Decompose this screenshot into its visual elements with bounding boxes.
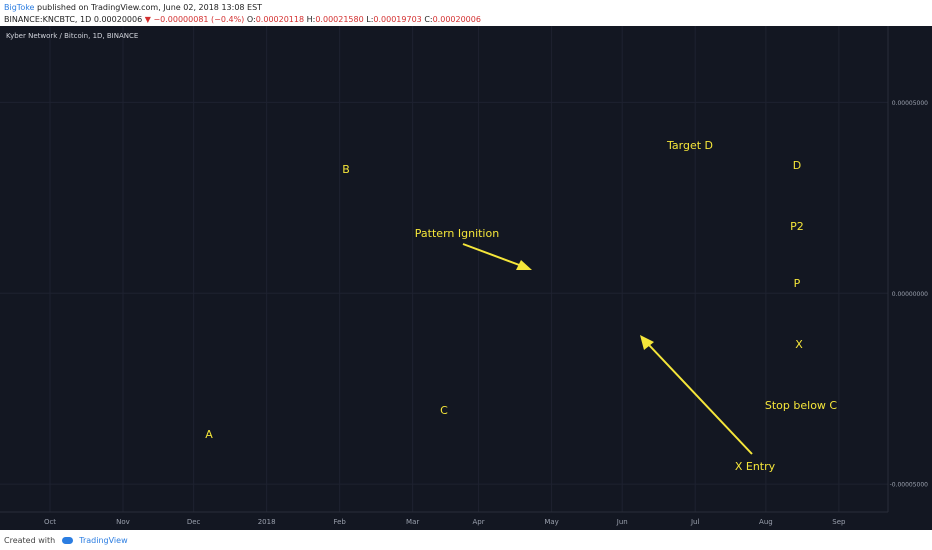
x-tick-label: Dec (187, 518, 201, 526)
price-chart[interactable]: Oct Nov Dec 2018 Feb Mar Apr May Jun Jul Aug Sep 0.0… (0, 26, 932, 530)
price-change: −0.00000081 (−0.4%) (153, 15, 245, 24)
x-tick-label: Aug (759, 518, 773, 526)
chart-background (0, 26, 932, 530)
x-tick-label: Apr (473, 518, 485, 526)
x-tick-label: Mar (406, 518, 419, 526)
x-tick-label: Nov (116, 518, 130, 526)
close-value: 0.00020006 (432, 15, 481, 24)
symbol-label: BINANCE:KNCBTC, 1D (4, 15, 92, 24)
tradingview-logo-icon (61, 537, 73, 544)
annotation-target: Target D (666, 139, 713, 152)
annotation-X: X (795, 338, 803, 351)
x-tick-label: Oct (44, 518, 56, 526)
chart-title: Kyber Network / Bitcoin, 1D, BINANCE (6, 32, 138, 40)
tradingview-link[interactable]: TradingView (79, 536, 128, 545)
open-value: 0.00020118 (255, 15, 305, 24)
low-value: 0.00019703 (373, 15, 422, 24)
high-value: 0.00021580 (315, 15, 364, 24)
last-price: 0.00020006 (93, 15, 143, 24)
annotation-C: C (440, 404, 448, 417)
footer: Created with TradingView (0, 530, 932, 550)
header-line-1: BigToke published on TradingView.com, Ju… (4, 2, 262, 13)
published-text: published on TradingView.com, June 02, 2… (37, 3, 263, 12)
annotation-ignition: Pattern Ignition (415, 227, 499, 240)
annotation-A: A (205, 428, 213, 441)
annotation-B: B (342, 163, 350, 176)
y-tick-label: -0.00005000 (890, 482, 929, 489)
x-tick-label: Jun (616, 518, 628, 526)
entry-arrow-line (648, 344, 753, 455)
ignition-arrow-line (462, 243, 523, 267)
annotation-P2: P2 (790, 220, 804, 233)
annotation-D: D (793, 159, 801, 172)
author-link[interactable]: BigToke (4, 3, 35, 12)
annotation-entry: X Entry (735, 460, 776, 473)
created-with-text: Created with (4, 536, 56, 545)
y-tick-label: 0.00000000 (892, 291, 928, 298)
x-tick-label: May (544, 518, 558, 526)
annotation-stop: Stop below C (765, 399, 838, 412)
ignition-arrow-head (516, 260, 532, 270)
y-tick-label: 0.00005000 (892, 100, 928, 107)
x-tick-label: 2018 (258, 518, 276, 526)
open-label: O: (246, 15, 256, 24)
annotation-P: P (794, 277, 801, 290)
entry-arrow-head (640, 335, 654, 350)
high-label: H: (306, 15, 316, 24)
down-triangle-icon: ▼ (144, 15, 151, 24)
publish-header: BigToke published on TradingView.com, Ju… (0, 0, 932, 26)
close-label: C: (424, 15, 433, 24)
x-tick-label: Sep (832, 518, 846, 526)
x-tick-label: Jul (690, 518, 700, 526)
low-label: L: (366, 15, 374, 24)
x-tick-label: Feb (333, 518, 346, 526)
header-line-2: BINANCE:KNCBTC, 1D 0.00020006 ▼ −0.00000… (4, 14, 481, 25)
